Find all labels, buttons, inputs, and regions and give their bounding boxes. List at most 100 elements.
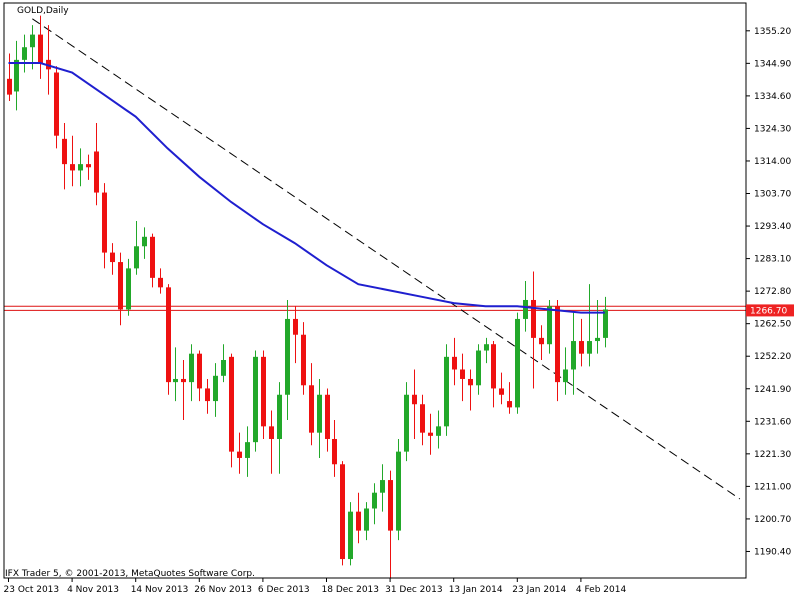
- candle: [7, 53, 12, 101]
- candle: [380, 464, 385, 512]
- candle-body: [372, 492, 377, 509]
- candle: [436, 410, 441, 449]
- candle: [412, 369, 417, 439]
- candle: [221, 344, 226, 383]
- candle: [277, 382, 282, 474]
- y-tick-label: 1283.10: [754, 255, 791, 265]
- candle-body: [348, 511, 353, 560]
- candle: [237, 432, 242, 474]
- candle-body: [484, 344, 489, 351]
- x-tick-label: 23 Oct 2013: [4, 585, 60, 595]
- candle-body: [380, 480, 385, 493]
- candle: [309, 363, 314, 446]
- x-tick-label: 14 Nov 2013: [131, 585, 189, 595]
- candle-body: [237, 451, 242, 458]
- candle: [173, 347, 178, 402]
- candle: [555, 299, 560, 402]
- candle-body: [356, 511, 361, 531]
- candle: [213, 363, 218, 417]
- candle: [94, 123, 99, 206]
- candle-body: [547, 306, 552, 345]
- y-tick-label: 1324.30: [754, 124, 791, 134]
- candle: [229, 353, 234, 468]
- candle: [150, 233, 155, 288]
- candle-body: [142, 236, 147, 247]
- y-tick-label: 1314.00: [754, 157, 791, 167]
- y-tick-label: 1190.40: [754, 547, 791, 557]
- candle: [181, 360, 186, 421]
- candle: [388, 470, 393, 578]
- candle: [595, 299, 600, 354]
- candle-body: [70, 164, 75, 171]
- candle: [420, 394, 425, 446]
- current-price-label-bg: [746, 304, 794, 317]
- candle: [460, 353, 465, 402]
- candle-body: [563, 369, 568, 383]
- candle-body: [181, 378, 186, 383]
- candle-body: [78, 164, 83, 171]
- candle: [158, 268, 163, 294]
- candle: [372, 483, 377, 525]
- x-tick-label: 23 Jan 2014: [512, 585, 566, 595]
- y-tick-label: 1231.60: [754, 417, 791, 427]
- candles: [7, 15, 608, 578]
- moving-average-layer: [8, 62, 605, 314]
- y-tick-label: 1211.00: [754, 482, 791, 492]
- candle-body: [436, 426, 441, 436]
- candle: [499, 372, 504, 405]
- candle-body: [245, 442, 250, 458]
- candle-body: [571, 341, 576, 370]
- candle: [587, 284, 592, 367]
- candle: [54, 66, 59, 149]
- candle: [348, 502, 353, 566]
- labels: GOLD,Daily IFX Trader 5, © 2001-2013, Me…: [5, 6, 255, 579]
- y-tick-label: 1293.40: [754, 222, 791, 232]
- candle-body: [86, 164, 91, 168]
- candle-body: [54, 72, 59, 136]
- candle: [491, 341, 496, 408]
- candle: [126, 258, 131, 316]
- x-axis-ticks: 23 Oct 2013 4 Nov 2013 14 Nov 2013 26 Nov 2…: [4, 578, 626, 595]
- candle-body: [102, 192, 107, 253]
- candle: [38, 15, 43, 79]
- candle-body: [197, 353, 202, 389]
- candle-body: [412, 394, 417, 405]
- candle: [579, 318, 584, 367]
- candle-body: [277, 394, 282, 439]
- candle: [86, 154, 91, 180]
- candle-body: [134, 246, 139, 269]
- candle: [364, 502, 369, 541]
- candle-body: [213, 375, 218, 402]
- candle-body: [301, 334, 306, 386]
- candle-body: [309, 385, 314, 433]
- candle-body: [364, 508, 369, 531]
- candle: [70, 135, 75, 187]
- candle-body: [452, 356, 457, 370]
- candle-body: [404, 394, 409, 452]
- candle: [142, 227, 147, 259]
- candle-body: [293, 318, 298, 335]
- x-tick-label: 18 Dec 2013: [322, 585, 380, 595]
- candle-body: [253, 356, 258, 443]
- candle: [539, 325, 544, 361]
- candle: [404, 382, 409, 462]
- y-tick-label: 1241.90: [754, 385, 791, 395]
- candle-body: [158, 277, 163, 288]
- x-tick-label: 31 Dec 2013: [385, 585, 443, 595]
- candle-body: [261, 356, 266, 427]
- candle: [428, 413, 433, 455]
- y-tick-label: 1303.70: [754, 190, 791, 200]
- candle-body: [603, 309, 608, 338]
- candle-body: [476, 350, 481, 386]
- candle-body: [460, 369, 465, 379]
- candle: [245, 426, 250, 477]
- candle-body: [539, 337, 544, 345]
- y-tick-label: 1262.50: [754, 320, 791, 330]
- trendline: [32, 18, 741, 500]
- candle-body: [22, 47, 27, 60]
- chart-title: GOLD,Daily: [17, 6, 69, 16]
- candle-body: [110, 252, 115, 263]
- candle-body: [388, 480, 393, 531]
- candle-body: [62, 138, 67, 165]
- candle-body: [30, 34, 35, 48]
